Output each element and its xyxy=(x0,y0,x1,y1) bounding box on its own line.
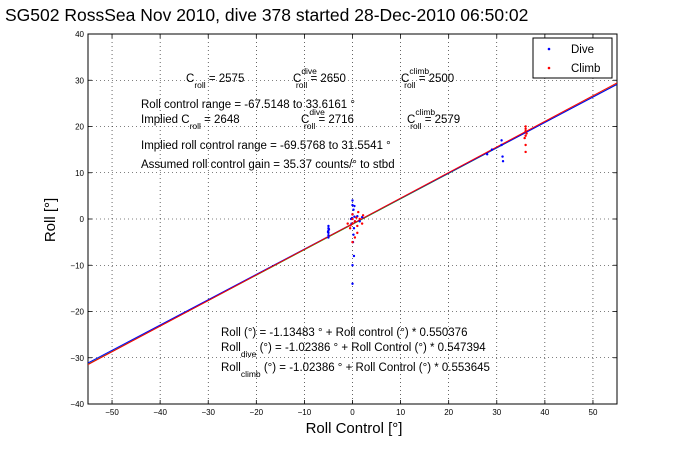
dive-point xyxy=(353,204,356,208)
climb-point xyxy=(351,213,354,216)
y-tick-label: −40 xyxy=(70,400,84,409)
fit-equations: Roll (°) = -1.13483 ° + Roll control (°)… xyxy=(221,327,490,379)
c-climb-text: Cclimb roll = 2500 xyxy=(401,66,454,90)
equation-overall: Roll (°) = -1.13483 ° + Roll control (°)… xyxy=(221,327,467,339)
dive-point xyxy=(358,220,361,223)
climb-point xyxy=(353,220,357,223)
climb-point xyxy=(524,143,527,147)
y-tick-label: 30 xyxy=(75,76,84,85)
x-tick-label: 0 xyxy=(350,408,355,417)
dive-point xyxy=(351,203,354,207)
c-dive-text: Cdive roll = 2650 xyxy=(293,66,346,90)
x-tick-label: −10 xyxy=(298,408,312,417)
c-roll-text: Croll = 2575 xyxy=(186,73,244,90)
dive-point xyxy=(501,155,504,158)
climb-point xyxy=(346,222,349,225)
x-axis-label: Roll Control [°] xyxy=(306,420,403,437)
legend: Dive Climb xyxy=(532,37,613,79)
implied-range-text: Implied roll control range = -69.5768 to… xyxy=(141,140,391,152)
x-tick-label: −50 xyxy=(105,408,119,417)
climb-point xyxy=(358,217,361,221)
x-tick-label: 50 xyxy=(589,408,598,417)
x-tick-label: −20 xyxy=(250,408,264,417)
climb-point xyxy=(524,150,527,154)
y-tick-label: −10 xyxy=(70,261,84,270)
dive-point xyxy=(327,227,331,231)
climb-point xyxy=(353,236,357,239)
legend-dive-label: Dive xyxy=(571,44,594,56)
climb-point xyxy=(351,240,354,244)
y-tick-label: −20 xyxy=(70,308,84,317)
climb-point xyxy=(351,222,354,225)
dive-point xyxy=(327,236,330,239)
chart-title: SG502 RossSea Nov 2010, dive 378 started… xyxy=(5,5,528,25)
y-tick-label: 20 xyxy=(75,123,84,132)
y-tick-label: −30 xyxy=(70,354,84,363)
dive-point xyxy=(352,208,355,211)
climb-point xyxy=(361,214,365,217)
dive-point xyxy=(327,224,330,228)
x-tick-label: 40 xyxy=(540,408,549,417)
x-tick-label: 10 xyxy=(396,408,405,417)
climb-point xyxy=(524,127,527,131)
climb-point xyxy=(356,224,359,228)
x-tick-label: −30 xyxy=(201,408,215,417)
climb-point xyxy=(348,227,352,230)
climb-point xyxy=(524,125,527,128)
roll-control-range-text: Roll control range = -67.5148 to 33.6161… xyxy=(141,99,355,111)
y-tick-label: 10 xyxy=(75,169,84,178)
dive-point xyxy=(327,233,330,237)
dive-point xyxy=(326,230,330,234)
climb-point xyxy=(351,217,354,221)
x-tick-label: 30 xyxy=(492,408,501,417)
coefficient-annotations: Croll = 2575 Cdive roll = 2650 Cclimb roll… xyxy=(141,66,460,171)
dive-point xyxy=(500,139,503,142)
dive-point xyxy=(485,153,489,156)
plot-area: −50 −40 −30 −20 −10 0 10 20 30 40 50 −40 −30 −20 −10 0 1… xyxy=(70,30,618,417)
dive-point xyxy=(490,148,494,151)
dive-point xyxy=(500,143,503,147)
climb-point xyxy=(524,129,527,133)
climb-point xyxy=(357,210,360,214)
implied-c-dive-text: Cdive roll = 2716 xyxy=(301,107,354,131)
x-tick-label: 20 xyxy=(444,408,453,417)
dive-point xyxy=(351,199,354,202)
dive-point xyxy=(352,233,355,236)
climb-point xyxy=(355,216,358,219)
legend-climb-label: Climb xyxy=(571,63,600,75)
climb-point xyxy=(356,231,359,235)
y-tick-label: 0 xyxy=(80,215,85,224)
dive-point xyxy=(501,159,505,163)
dive-point xyxy=(351,264,354,267)
climb-point xyxy=(525,132,528,135)
dive-point xyxy=(352,227,356,230)
y-tick-label: 40 xyxy=(75,30,84,39)
gain-text: Assumed roll control gain = 35.37 counts… xyxy=(141,159,395,171)
dive-point xyxy=(352,254,356,258)
y-axis-label: Roll [°] xyxy=(42,198,59,242)
equation-climb: Rollclimb (°) = -1.02386 ° + Roll Contro… xyxy=(221,362,490,379)
climb-point xyxy=(360,222,364,225)
climb-point xyxy=(523,136,526,140)
climb-point xyxy=(349,224,352,227)
dive-point xyxy=(360,215,364,219)
equation-dive: Rolldive (°) = -1.02386 ° + Roll Control… xyxy=(221,342,486,359)
implied-c-roll-text: Implied Croll = 2648 xyxy=(141,114,240,131)
dive-point xyxy=(353,215,356,218)
climb-point xyxy=(524,134,527,137)
implied-c-climb-text: Cclimb roll = 2579 xyxy=(407,107,460,131)
legend-climb-marker xyxy=(547,66,551,70)
legend-dive-marker xyxy=(547,47,551,51)
dive-point xyxy=(351,282,354,285)
legend-box xyxy=(532,37,613,79)
x-tick-label: −40 xyxy=(153,408,167,417)
